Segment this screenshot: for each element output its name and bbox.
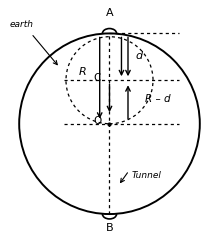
Text: A: A — [106, 8, 113, 18]
Text: Tunnel: Tunnel — [131, 172, 161, 180]
Text: earth: earth — [9, 20, 34, 29]
Text: R – d: R – d — [145, 94, 170, 104]
Text: R: R — [79, 66, 87, 77]
Text: O: O — [93, 116, 101, 126]
Text: d: d — [135, 51, 142, 61]
Text: B: B — [106, 223, 113, 233]
Text: C: C — [93, 73, 100, 84]
